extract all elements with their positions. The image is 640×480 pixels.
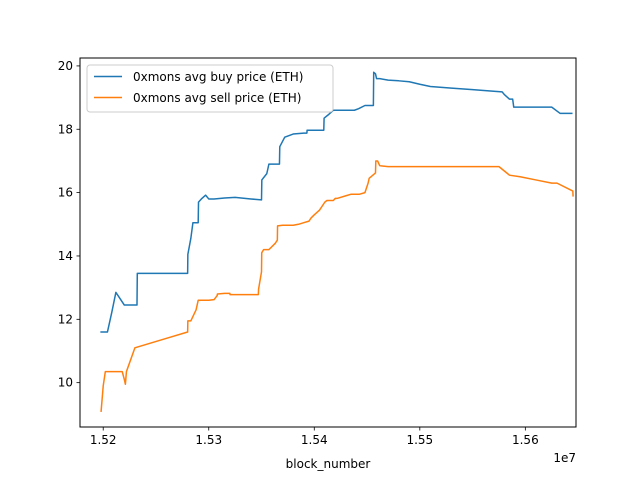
plot-frame	[79, 57, 577, 428]
y-tick-label: 10	[58, 376, 73, 390]
x-tick-label: 1.55	[406, 433, 433, 447]
x-axis-label: block_number	[286, 457, 371, 471]
y-tick-label: 14	[58, 249, 73, 263]
series-line-1	[100, 71, 573, 333]
series-layer	[100, 71, 574, 412]
series-line-2	[100, 160, 574, 412]
y-tick-label: 18	[58, 122, 73, 136]
y-tick-label: 16	[58, 186, 73, 200]
x-tick-label: 1.53	[195, 433, 222, 447]
x-axis-ticks: 1.52 1.53 1.54 1.55 1.56	[90, 427, 539, 447]
legend-label: 0xmons avg sell price (ETH)	[133, 91, 301, 105]
y-tick-label: 12	[58, 312, 73, 326]
y-axis-ticks: 10 12 14 16 18 20	[58, 59, 80, 390]
x-tick-label: 1.52	[90, 433, 117, 447]
x-tick-label: 1.56	[512, 433, 539, 447]
legend-box	[86, 64, 334, 113]
y-tick-label: 20	[58, 59, 73, 73]
legend: 0xmons avg buy price (ETH) 0xmons avg sel…	[86, 64, 334, 113]
x-axis-offset-label: 1e7	[553, 451, 576, 465]
legend-label: 0xmons avg buy price (ETH)	[133, 70, 303, 84]
x-tick-label: 1.54	[301, 433, 328, 447]
